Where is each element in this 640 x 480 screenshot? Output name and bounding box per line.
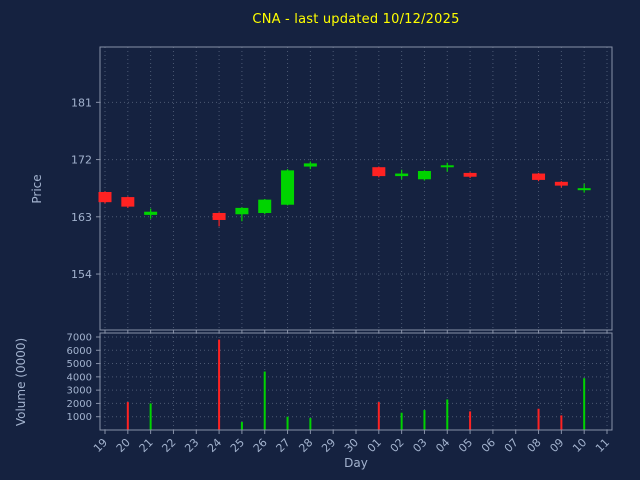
x-tick-label: 05 bbox=[456, 436, 475, 455]
candle-body bbox=[258, 199, 272, 213]
x-tick-label: 01 bbox=[365, 436, 384, 455]
x-tick-label: 27 bbox=[274, 436, 293, 455]
candle-body bbox=[372, 167, 386, 177]
x-tick-label: 02 bbox=[388, 436, 407, 455]
x-tick-label: 11 bbox=[593, 436, 612, 455]
x-tick-label: 07 bbox=[502, 436, 521, 455]
volume-tick-label: 7000 bbox=[67, 332, 92, 343]
candle-body bbox=[98, 191, 112, 203]
candle-body bbox=[281, 170, 295, 205]
x-tick-label: 24 bbox=[205, 436, 224, 455]
volume-tick-label: 4000 bbox=[67, 372, 92, 383]
candle-body bbox=[212, 212, 226, 220]
candle-body bbox=[121, 197, 135, 207]
price-tick-label: 172 bbox=[71, 154, 92, 167]
volume-tick-label: 1000 bbox=[67, 412, 92, 423]
candle-body bbox=[463, 172, 477, 177]
x-tick-label: 26 bbox=[251, 436, 270, 455]
x-tick-label: 23 bbox=[182, 436, 201, 455]
x-tick-label: 03 bbox=[410, 436, 429, 455]
x-tick-label: 10 bbox=[570, 436, 589, 455]
candle-body bbox=[417, 171, 431, 180]
x-tick-label: 09 bbox=[547, 436, 566, 455]
x-tick-label: 04 bbox=[433, 436, 452, 455]
x-tick-label: 20 bbox=[114, 436, 133, 455]
price-tick-label: 181 bbox=[71, 96, 92, 109]
x-tick-label: 19 bbox=[91, 436, 110, 455]
candle-body bbox=[235, 207, 249, 215]
x-tick-label: 06 bbox=[479, 436, 498, 455]
candle-body bbox=[303, 163, 317, 167]
x-tick-label: 28 bbox=[296, 436, 315, 455]
price-tick-label: 163 bbox=[71, 211, 92, 224]
candle-body bbox=[532, 173, 546, 180]
volume-tick-label: 5000 bbox=[67, 359, 92, 370]
x-tick-label: 25 bbox=[228, 436, 247, 455]
x-tick-label: 21 bbox=[137, 436, 156, 455]
candle-body bbox=[440, 165, 454, 168]
volume-tick-label: 3000 bbox=[67, 386, 92, 397]
x-axis-label: Day bbox=[344, 456, 368, 470]
x-tick-label: 29 bbox=[319, 436, 338, 455]
volume-tick-label: 2000 bbox=[67, 399, 92, 410]
candle-body bbox=[577, 188, 591, 191]
candle-body bbox=[144, 211, 158, 215]
candle-body bbox=[554, 181, 568, 186]
candle-body bbox=[395, 173, 409, 177]
x-tick-label: 22 bbox=[159, 436, 178, 455]
price-tick-label: 154 bbox=[71, 268, 92, 281]
chart-title: CNA - last updated 10/12/2025 bbox=[252, 12, 460, 27]
x-tick-label: 30 bbox=[342, 436, 361, 455]
volume-tick-label: 6000 bbox=[67, 346, 92, 357]
x-tick-label: 08 bbox=[525, 436, 544, 455]
